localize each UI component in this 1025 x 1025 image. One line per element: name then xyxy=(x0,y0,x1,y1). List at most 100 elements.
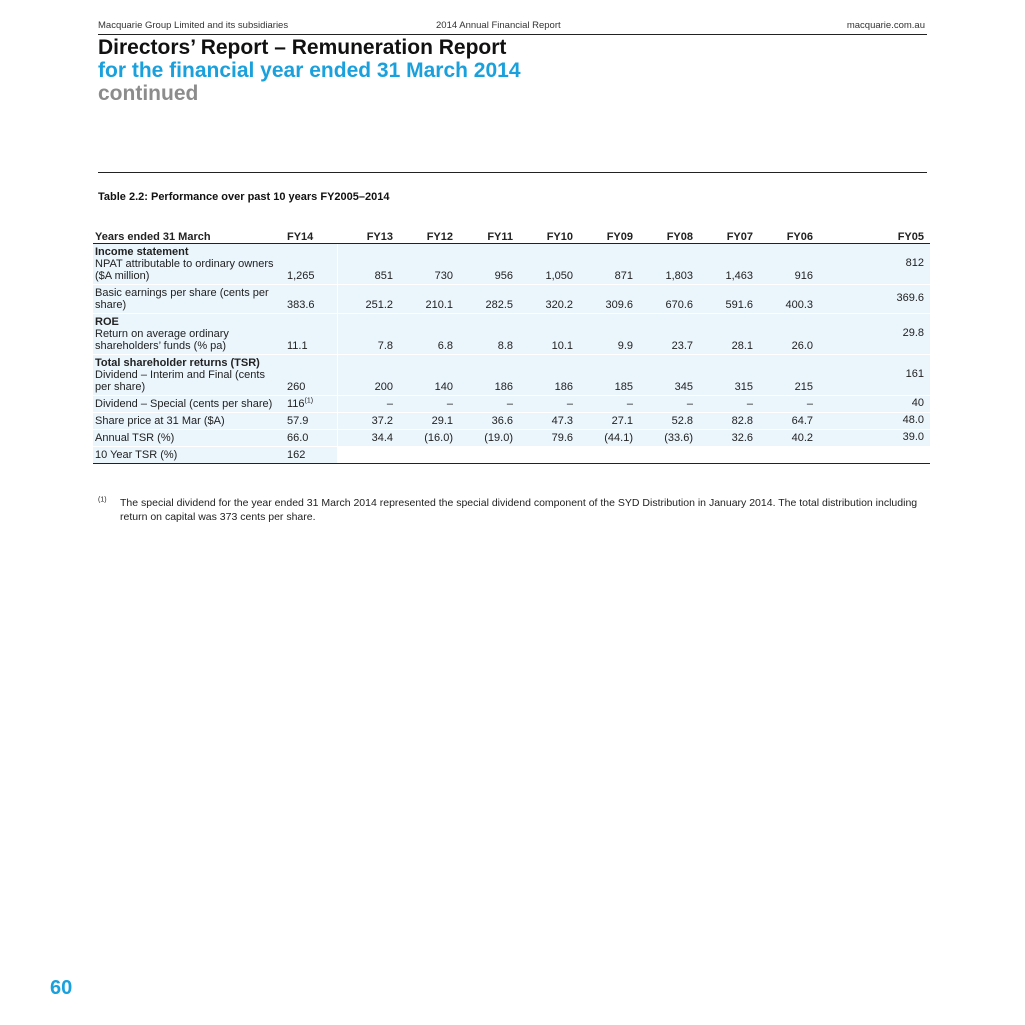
value-cell: – xyxy=(759,395,819,413)
table-row: 10 Year TSR (%) 162 xyxy=(93,446,930,464)
section-heading: ROE xyxy=(95,316,119,328)
value-cell: (16.0) xyxy=(399,429,459,447)
header-rule xyxy=(98,34,927,35)
table-row: ROE Return on average ordinary shareholde… xyxy=(93,313,930,355)
value-cell: 23.7 xyxy=(639,313,699,355)
header-company: Macquarie Group Limited and its subsidia… xyxy=(98,20,289,31)
row-label: Income statement NPAT attributable to ord… xyxy=(93,243,281,285)
value-cell: 9.9 xyxy=(579,313,639,355)
value-cell: 40 xyxy=(819,395,930,413)
value-cell xyxy=(699,446,759,464)
value-cell: 851 xyxy=(337,243,399,285)
year-header-fy14: FY14 xyxy=(281,228,337,244)
metric-label: Dividend – Special (cents per share) xyxy=(95,398,273,410)
value-cell: 39.0 xyxy=(819,429,930,447)
value-cell: 64.7 xyxy=(759,412,819,430)
value-cell xyxy=(459,446,519,464)
year-header-fy07: FY07 xyxy=(699,228,759,244)
row-label: Basic earnings per share (cents per shar… xyxy=(93,284,281,314)
value-cell xyxy=(639,446,699,464)
value-cell xyxy=(819,446,930,464)
value-cell: 27.1 xyxy=(579,412,639,430)
metric-label: Return on average ordinary shareholders’… xyxy=(95,328,229,352)
value-cell: 57.9 xyxy=(281,412,338,430)
value-cell: 315 xyxy=(699,354,759,396)
value-cell xyxy=(519,446,579,464)
value-cell: 591.6 xyxy=(699,284,759,314)
value-cell: 162 xyxy=(281,446,338,464)
value-cell: (19.0) xyxy=(459,429,519,447)
metric-label: 10 Year TSR (%) xyxy=(95,449,178,461)
value-cell: 48.0 xyxy=(819,412,930,430)
value-cell: 34.4 xyxy=(337,429,399,447)
value-cell: 79.6 xyxy=(519,429,579,447)
metric-label: Annual TSR (%) xyxy=(95,432,175,444)
value-cell: 161 xyxy=(819,354,930,396)
value-cell: – xyxy=(579,395,639,413)
table-row: Dividend – Special (cents per share) 116(… xyxy=(93,395,930,413)
value-cell: 369.6 xyxy=(819,284,930,314)
table-caption: Table 2.2: Performance over past 10 year… xyxy=(98,191,390,203)
value-cell: 37.2 xyxy=(337,412,399,430)
year-header-fy13: FY13 xyxy=(337,228,399,244)
value-cell: 47.3 xyxy=(519,412,579,430)
value-cell: – xyxy=(639,395,699,413)
value-cell: 11.1 xyxy=(281,313,338,355)
table-row: Basic earnings per share (cents per shar… xyxy=(93,284,930,314)
value-cell: 7.8 xyxy=(337,313,399,355)
value-cell: 36.6 xyxy=(459,412,519,430)
year-header-fy05: FY05 xyxy=(819,228,930,244)
value-cell: 140 xyxy=(399,354,459,396)
value-cell: 320.2 xyxy=(519,284,579,314)
row-label: Annual TSR (%) xyxy=(93,429,281,447)
value-cell: 956 xyxy=(459,243,519,285)
value-cell xyxy=(337,446,399,464)
metric-label: Dividend – Interim and Final (cents per … xyxy=(95,369,265,393)
year-header-fy11: FY11 xyxy=(459,228,519,244)
page-continued-label: continued xyxy=(98,82,199,105)
value-cell: 186 xyxy=(519,354,579,396)
value-cell: 260 xyxy=(281,354,338,396)
value-cell: 8.8 xyxy=(459,313,519,355)
table-row: Share price at 31 Mar ($A) 57.9 37.2 29.1 36… xyxy=(93,412,930,430)
metric-label: NPAT attributable to ordinary owners ($A… xyxy=(95,258,274,282)
value-cell: 1,265 xyxy=(281,243,338,285)
value-cell: (44.1) xyxy=(579,429,639,447)
value-cell: – xyxy=(519,395,579,413)
value-cell xyxy=(579,446,639,464)
value-cell: 185 xyxy=(579,354,639,396)
page-title: Directors’ Report – Remuneration Report xyxy=(98,36,507,59)
value-cell: 1,050 xyxy=(519,243,579,285)
footnote: (1) The special dividend for the year en… xyxy=(98,496,928,524)
value-cell: 200 xyxy=(337,354,399,396)
metric-label: Share price at 31 Mar ($A) xyxy=(95,415,225,427)
value-cell: – xyxy=(399,395,459,413)
footnote-text: The special dividend for the year ended … xyxy=(120,497,918,523)
value-cell: 116(1) xyxy=(281,395,338,413)
year-header-fy08: FY08 xyxy=(639,228,699,244)
value-cell: 32.6 xyxy=(699,429,759,447)
value-cell: – xyxy=(337,395,399,413)
page-subtitle: for the financial year ended 31 March 20… xyxy=(98,59,521,82)
value-cell: 282.5 xyxy=(459,284,519,314)
section-rule xyxy=(98,172,927,173)
value-cell: (33.6) xyxy=(639,429,699,447)
value-cell: 40.2 xyxy=(759,429,819,447)
value-cell: 812 xyxy=(819,243,930,285)
row-label: ROE Return on average ordinary shareholde… xyxy=(93,313,281,355)
value-cell: 82.8 xyxy=(699,412,759,430)
value-cell: 210.1 xyxy=(399,284,459,314)
table-body: Income statement NPAT attributable to ord… xyxy=(93,243,930,464)
performance-table: Years ended 31 March FY14 FY13 FY12 FY11 FY1… xyxy=(93,228,930,464)
header-report-name: 2014 Annual Financial Report xyxy=(436,20,561,31)
row-label: Dividend – Special (cents per share) xyxy=(93,395,281,413)
value-cell: 309.6 xyxy=(579,284,639,314)
page-number: 60 xyxy=(50,977,73,999)
value-cell: 251.2 xyxy=(337,284,399,314)
value-cell: 10.1 xyxy=(519,313,579,355)
value-cell xyxy=(759,446,819,464)
value-cell: 1,803 xyxy=(639,243,699,285)
value-cell: 186 xyxy=(459,354,519,396)
value-cell: 29.1 xyxy=(399,412,459,430)
value-cell: 29.8 xyxy=(819,313,930,355)
